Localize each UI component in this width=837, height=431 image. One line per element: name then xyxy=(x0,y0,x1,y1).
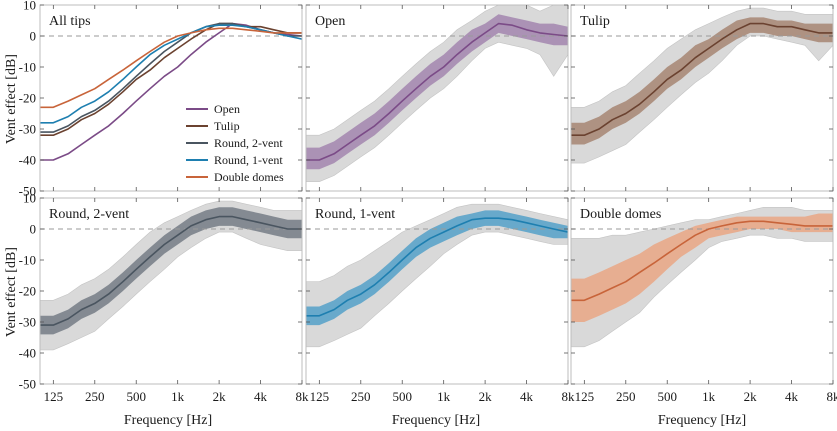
y-tick-label: -30 xyxy=(19,122,36,137)
y-tick-label: -40 xyxy=(19,153,36,168)
plot-area xyxy=(571,7,833,164)
panels-layer: 10 0 -10 -20 -30 -40 -50 All tips Open Tulip Round… xyxy=(19,0,837,404)
series-line-round-1-vent xyxy=(306,217,568,317)
series-line-tulip xyxy=(40,22,302,136)
x-tick-label: 500 xyxy=(657,389,677,404)
y-tick-label: 10 xyxy=(23,0,36,13)
panel-title: Open xyxy=(315,14,345,29)
y-tick-label: 0 xyxy=(30,29,37,44)
spread-band-round-1-vent xyxy=(306,210,568,326)
x-axis-label-left: Frequency [Hz] xyxy=(124,413,212,428)
legend-entry-tulip: Tulip xyxy=(214,119,240,133)
range-band-tulip xyxy=(571,7,833,164)
legend-entry-round-1-vent: Round, 1-vent xyxy=(214,153,283,167)
x-axis-label-right: Frequency [Hz] xyxy=(658,413,746,428)
panel-title: All tips xyxy=(49,14,91,29)
y-tick-label: -50 xyxy=(19,184,36,199)
range-band-round-1-vent xyxy=(306,203,568,348)
y-tick-label: -20 xyxy=(19,284,36,299)
legend-entry-open: Open xyxy=(214,102,240,116)
spread-band-open xyxy=(306,14,568,170)
legend: Open Tulip Round, 2-vent Round, 1-vent Doubl… xyxy=(186,102,284,184)
series-line-double-domes xyxy=(40,27,302,109)
x-tick-label: 1k xyxy=(171,389,185,404)
y-tick-label: -30 xyxy=(19,315,36,330)
x-tick-label: 125 xyxy=(310,389,330,404)
x-tick-label: 4k xyxy=(254,389,268,404)
x-tick-label: 500 xyxy=(392,389,412,404)
y-tick-label: -50 xyxy=(19,377,36,392)
y-axis-label-bottom: Vent effect [dB] xyxy=(4,247,19,337)
panel-all-tips: 10 0 -10 -20 -30 -40 -50 All tips Open Tulip Round… xyxy=(19,0,303,199)
x-tick-label: 8k xyxy=(827,389,837,404)
spread-band-tulip xyxy=(571,17,833,145)
y-tick-label: -10 xyxy=(19,60,36,75)
y-tick-label: -40 xyxy=(19,346,36,361)
x-tick-label: 8k xyxy=(296,389,310,404)
series-line-round-1-vent xyxy=(40,24,302,124)
panel-tulip: Tulip xyxy=(570,4,834,192)
legend-entry-double-domes: Double domes xyxy=(214,170,284,184)
x-tick-label: 1k xyxy=(437,389,451,404)
spread-band-double-domes xyxy=(571,213,833,322)
y-tick-label: -10 xyxy=(19,253,36,268)
y-tick-label: 0 xyxy=(30,222,37,237)
panel-open: Open xyxy=(305,4,569,192)
series-line-tulip xyxy=(571,22,833,136)
x-tick-label: 250 xyxy=(85,389,105,404)
x-tick-label: 2k xyxy=(744,389,758,404)
legend-entry-round-2-vent: Round, 2-vent xyxy=(214,136,283,150)
spread-band-round-2-vent xyxy=(40,207,302,335)
plot-area xyxy=(306,5,568,182)
range-band-round-2-vent xyxy=(40,200,302,351)
range-band-open xyxy=(306,5,568,182)
range-band-double-domes xyxy=(571,207,833,348)
panel-title: Round, 1-vent xyxy=(315,207,395,222)
plot-area xyxy=(40,22,302,161)
x-axis-label-middle: Frequency [Hz] xyxy=(392,413,480,428)
x-tick-label: 125 xyxy=(575,389,595,404)
x-tick-label: 250 xyxy=(351,389,371,404)
x-tick-label: 2k xyxy=(213,389,227,404)
panel-round-2-vent: 10 0 -10 -20 -30 -40 -50 125 250 500 1k 2k 4k 8k Round… xyxy=(19,191,309,405)
y-tick-label: 10 xyxy=(23,191,36,206)
plot-area xyxy=(306,203,568,348)
panel-title: Tulip xyxy=(580,14,610,29)
x-tick-label: 8k xyxy=(562,389,576,404)
x-tick-label: 1k xyxy=(702,389,716,404)
panel-round-1-vent: 125 250 500 1k 2k 4k 8k Round, 1-vent xyxy=(305,197,576,404)
series-line-open xyxy=(306,22,568,161)
series-line-double-domes xyxy=(571,220,833,302)
plot-area xyxy=(571,207,833,348)
panel-title: Double domes xyxy=(580,207,661,222)
x-tick-label: 2k xyxy=(479,389,493,404)
panel-double-domes: 125 250 500 1k 2k 4k 8k Double domes xyxy=(570,197,837,404)
x-tick-label: 4k xyxy=(785,389,799,404)
labels-layer: Vent effect [dB] Vent effect [dB] Freque… xyxy=(4,54,746,428)
x-tick-label: 500 xyxy=(126,389,146,404)
plot-area xyxy=(40,200,302,351)
y-tick-label: -20 xyxy=(19,91,36,106)
x-tick-label: 250 xyxy=(616,389,636,404)
x-tick-label: 4k xyxy=(520,389,534,404)
panel-title: Round, 2-vent xyxy=(49,207,129,222)
x-tick-label: 125 xyxy=(44,389,64,404)
y-axis-label-top: Vent effect [dB] xyxy=(4,54,19,144)
series-line-round-2-vent xyxy=(40,215,302,326)
